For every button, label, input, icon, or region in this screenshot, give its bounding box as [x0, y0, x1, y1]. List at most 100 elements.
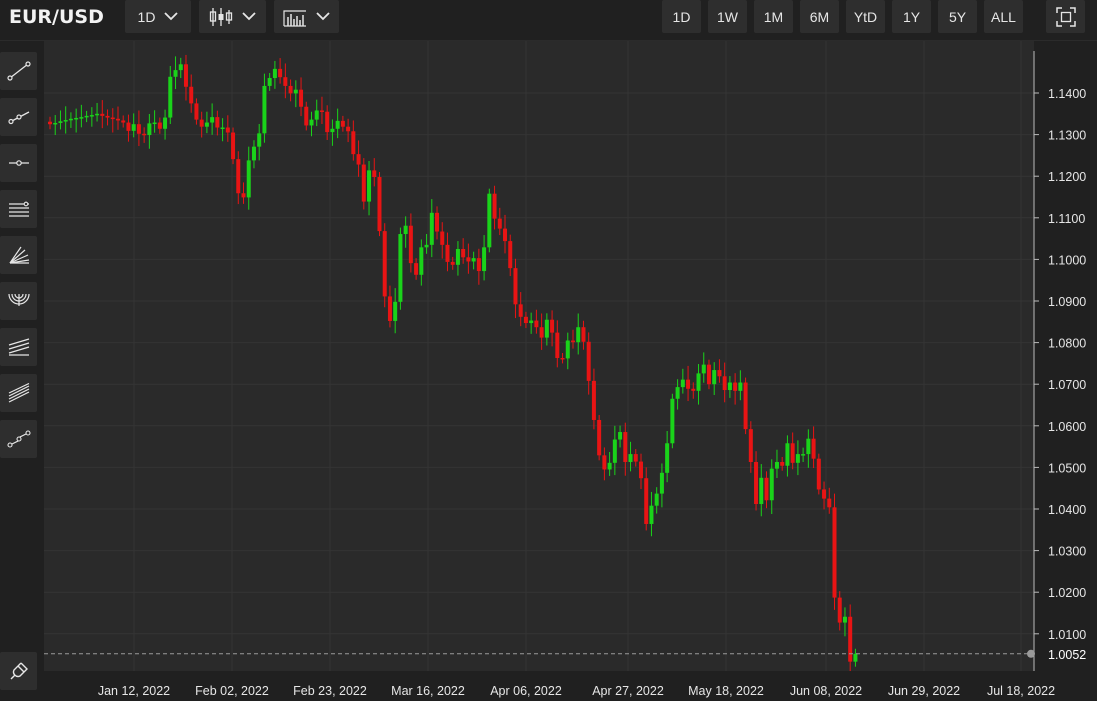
last-price-label: 1.0052 [1048, 648, 1086, 662]
candle-body [686, 379, 691, 389]
candle-body [63, 120, 68, 122]
trend-line-tool[interactable] [0, 52, 37, 90]
range-1w-button[interactable]: 1W [708, 0, 747, 33]
interval-dropdown[interactable]: 1D [125, 0, 191, 33]
candle-body [665, 443, 670, 473]
candle-body [429, 212, 434, 245]
candle-body [450, 261, 455, 265]
candle-body [319, 110, 324, 112]
candle-body [126, 122, 131, 131]
candle-body [163, 117, 168, 129]
candle-body [68, 118, 73, 121]
candle-body [853, 653, 858, 662]
candle-body [89, 115, 94, 117]
candle-body [346, 126, 351, 132]
chart-type-dropdown[interactable] [199, 0, 266, 33]
candle-body [466, 257, 471, 262]
candle-body [53, 122, 58, 125]
fullscreen-button[interactable] [1046, 0, 1085, 33]
candle-body [544, 319, 549, 338]
candle-body [147, 123, 152, 136]
candle-body [842, 616, 847, 623]
pitchfork-icon [8, 338, 29, 356]
candle-body [372, 170, 377, 178]
candle-body [293, 89, 298, 94]
candle-body [638, 461, 643, 479]
candle-body [576, 327, 581, 343]
candle-body [743, 382, 748, 430]
arc-tool[interactable] [0, 282, 37, 320]
fib-channel-tool[interactable] [0, 374, 37, 412]
range-1y-button[interactable]: 1Y [892, 0, 931, 33]
candle-body [717, 370, 722, 377]
symbol-title[interactable]: EUR/USD [9, 6, 104, 28]
candle-body [733, 382, 738, 391]
candle-body [518, 304, 523, 317]
ray-icon [7, 111, 29, 125]
top-toolbar: EUR/USD 1D [0, 0, 1097, 41]
horizontal-line-tool[interactable] [0, 144, 37, 182]
ray-tool[interactable] [0, 98, 37, 136]
indicators-dropdown[interactable] [274, 0, 339, 33]
horizontal-line-icon [8, 160, 29, 166]
candle-body [482, 247, 487, 272]
candle-body [591, 380, 596, 420]
candle-body [790, 443, 795, 463]
candle-body [121, 120, 126, 123]
x-tick-label: Apr 27, 2022 [592, 684, 664, 698]
candle-body [670, 398, 675, 444]
arc-icon [7, 293, 30, 306]
plot-area[interactable] [44, 41, 1034, 671]
candle-body [367, 170, 372, 202]
candle-body [722, 376, 727, 391]
y-tick-label: 1.1200 [1048, 170, 1086, 184]
range-1m-button[interactable]: 1M [754, 0, 793, 33]
candle-body [633, 454, 638, 462]
candle-body [769, 468, 774, 501]
range-ytd-button[interactable]: YtD [846, 0, 885, 33]
candle-body [440, 231, 445, 245]
candle-body [382, 231, 387, 297]
path-tool[interactable] [0, 420, 37, 458]
candle-body [377, 177, 382, 232]
candle-body [785, 443, 790, 466]
pitchfork-tool[interactable] [0, 328, 37, 366]
chevron-down-icon [316, 12, 330, 21]
range-5y-button[interactable]: 5Y [938, 0, 977, 33]
fan-tool[interactable] [0, 236, 37, 274]
candle-body [110, 117, 115, 120]
candle-body [283, 77, 288, 86]
candle-body [827, 498, 832, 508]
candle-body [461, 249, 466, 258]
price-chart[interactable]: 1.1400 1.1300 1.1200 1.1100 1.1000 1.0900 1.08… [44, 41, 1097, 701]
y-tick-label: 1.0900 [1048, 295, 1086, 309]
x-tick-label: Mar 16, 2022 [391, 684, 465, 698]
magnet-tool[interactable] [0, 652, 37, 690]
candle-body [560, 357, 565, 360]
parallel-channel-tool[interactable] [0, 190, 37, 228]
candle-body [272, 68, 277, 79]
path-icon [6, 430, 31, 448]
range-1d-button[interactable]: 1D [662, 0, 701, 33]
range-6m-button[interactable]: 6M [800, 0, 839, 33]
candle-body [408, 225, 413, 264]
candle-body [299, 89, 304, 107]
candle-body [288, 85, 293, 94]
candle-body [550, 319, 555, 333]
candle-body [602, 455, 607, 470]
candle-body [748, 429, 753, 462]
candlestick-icon [209, 7, 233, 27]
drawing-tools-sidebar [0, 41, 44, 701]
candle-body [173, 70, 178, 77]
candle-body [774, 461, 779, 469]
y-tick-label: 1.0300 [1048, 545, 1086, 559]
candle-body [649, 505, 654, 524]
x-tick-label: Jan 12, 2022 [98, 684, 170, 698]
candle-body [628, 454, 633, 462]
fib-channel-icon [8, 383, 29, 403]
y-tick-label: 1.1400 [1048, 87, 1086, 101]
range-all-button[interactable]: ALL [984, 0, 1023, 33]
candle-body [806, 438, 811, 455]
candle-body [84, 115, 89, 118]
candle-body [267, 78, 272, 86]
